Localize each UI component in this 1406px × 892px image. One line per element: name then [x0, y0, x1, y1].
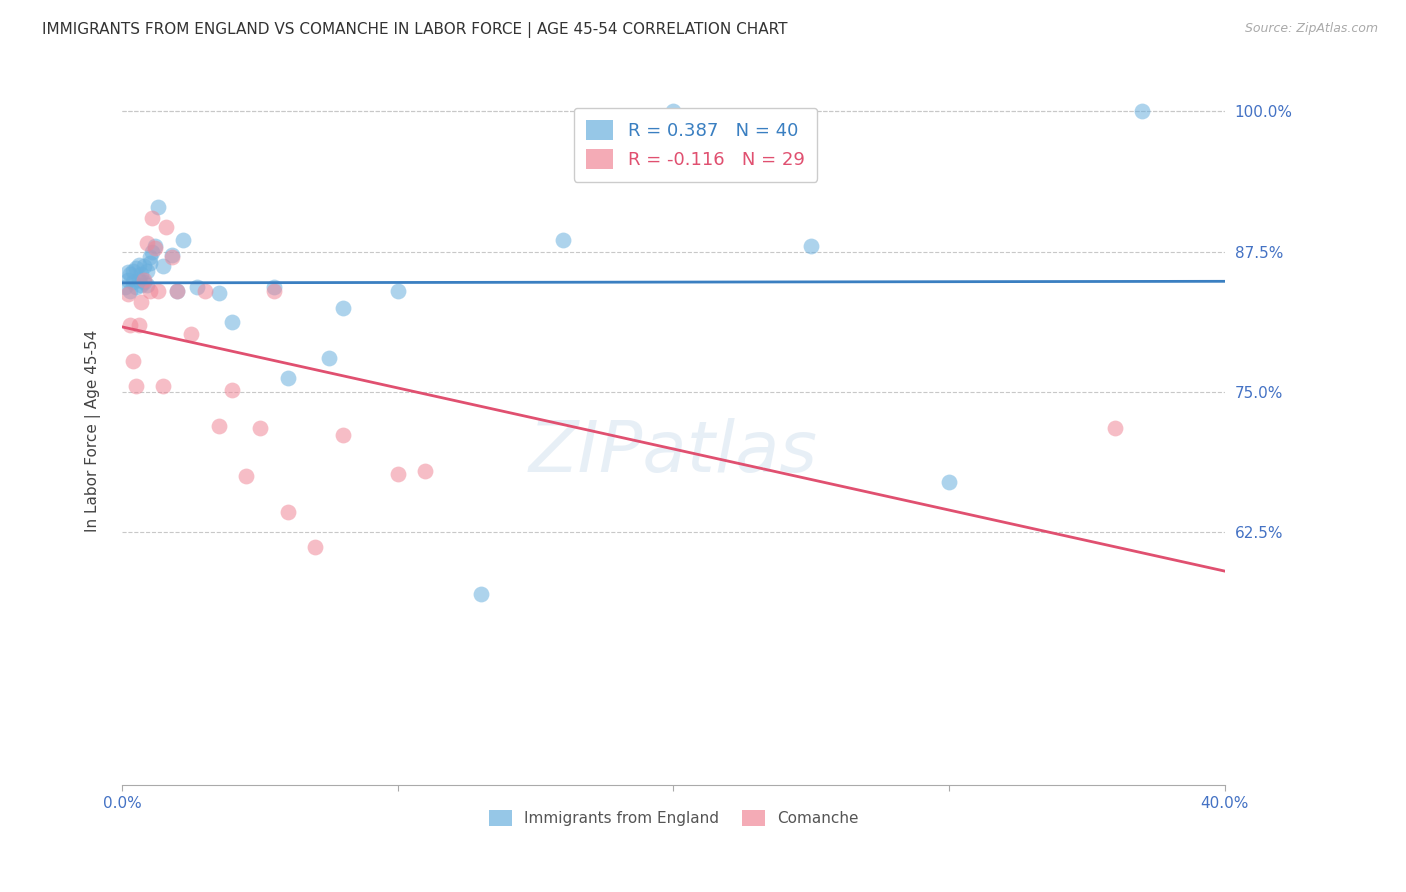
- Point: [136, 278, 159, 293]
- Point: [415, 464, 437, 478]
- Point: [131, 295, 153, 310]
- Point: [114, 280, 136, 294]
- Point: [152, 379, 174, 393]
- Point: [263, 284, 285, 298]
- Point: [125, 280, 148, 294]
- Point: [1130, 104, 1153, 119]
- Y-axis label: In Labor Force | Age 45-54: In Labor Force | Age 45-54: [86, 330, 101, 533]
- Point: [235, 469, 257, 483]
- Text: IMMIGRANTS FROM ENGLAND VS COMANCHE IN LABOR FORCE | AGE 45-54 CORRELATION CHART: IMMIGRANTS FROM ENGLAND VS COMANCHE IN L…: [42, 22, 787, 38]
- Point: [152, 259, 174, 273]
- Point: [143, 241, 166, 255]
- Point: [128, 258, 150, 272]
- Point: [221, 383, 243, 397]
- Point: [332, 427, 354, 442]
- Point: [166, 284, 188, 298]
- Point: [117, 287, 139, 301]
- Point: [470, 587, 492, 601]
- Point: [125, 379, 148, 393]
- Point: [146, 200, 169, 214]
- Point: [138, 256, 160, 270]
- Point: [122, 353, 145, 368]
- Point: [387, 467, 409, 481]
- Point: [207, 418, 229, 433]
- Point: [662, 104, 685, 119]
- Point: [938, 475, 960, 489]
- Point: [138, 284, 160, 298]
- Point: [134, 275, 156, 289]
- Point: [207, 286, 229, 301]
- Point: [277, 505, 299, 519]
- Point: [221, 315, 243, 329]
- Point: [553, 233, 575, 247]
- Point: [249, 421, 271, 435]
- Point: [122, 263, 145, 277]
- Point: [146, 284, 169, 298]
- Point: [120, 318, 142, 332]
- Point: [141, 244, 163, 259]
- Point: [138, 250, 160, 264]
- Point: [128, 272, 150, 286]
- Point: [122, 275, 145, 289]
- Point: [117, 265, 139, 279]
- Point: [387, 284, 409, 298]
- Text: ZIPatlas: ZIPatlas: [529, 418, 818, 487]
- Point: [125, 261, 148, 276]
- Point: [277, 371, 299, 385]
- Point: [160, 248, 183, 262]
- Point: [120, 267, 142, 281]
- Point: [186, 280, 208, 294]
- Legend: Immigrants from England, Comanche: Immigrants from England, Comanche: [481, 802, 866, 834]
- Point: [166, 284, 188, 298]
- Point: [160, 250, 183, 264]
- Point: [131, 278, 153, 293]
- Point: [332, 301, 354, 315]
- Point: [318, 351, 340, 366]
- Point: [131, 267, 153, 281]
- Point: [128, 318, 150, 332]
- Point: [1104, 421, 1126, 435]
- Point: [143, 239, 166, 253]
- Point: [136, 263, 159, 277]
- Point: [134, 259, 156, 273]
- Point: [304, 540, 326, 554]
- Point: [141, 211, 163, 225]
- Point: [117, 272, 139, 286]
- Point: [155, 219, 177, 234]
- Point: [134, 272, 156, 286]
- Point: [136, 235, 159, 250]
- Point: [180, 326, 202, 341]
- Point: [800, 239, 823, 253]
- Point: [120, 284, 142, 298]
- Point: [194, 284, 217, 298]
- Point: [172, 233, 194, 247]
- Point: [263, 280, 285, 294]
- Text: Source: ZipAtlas.com: Source: ZipAtlas.com: [1244, 22, 1378, 36]
